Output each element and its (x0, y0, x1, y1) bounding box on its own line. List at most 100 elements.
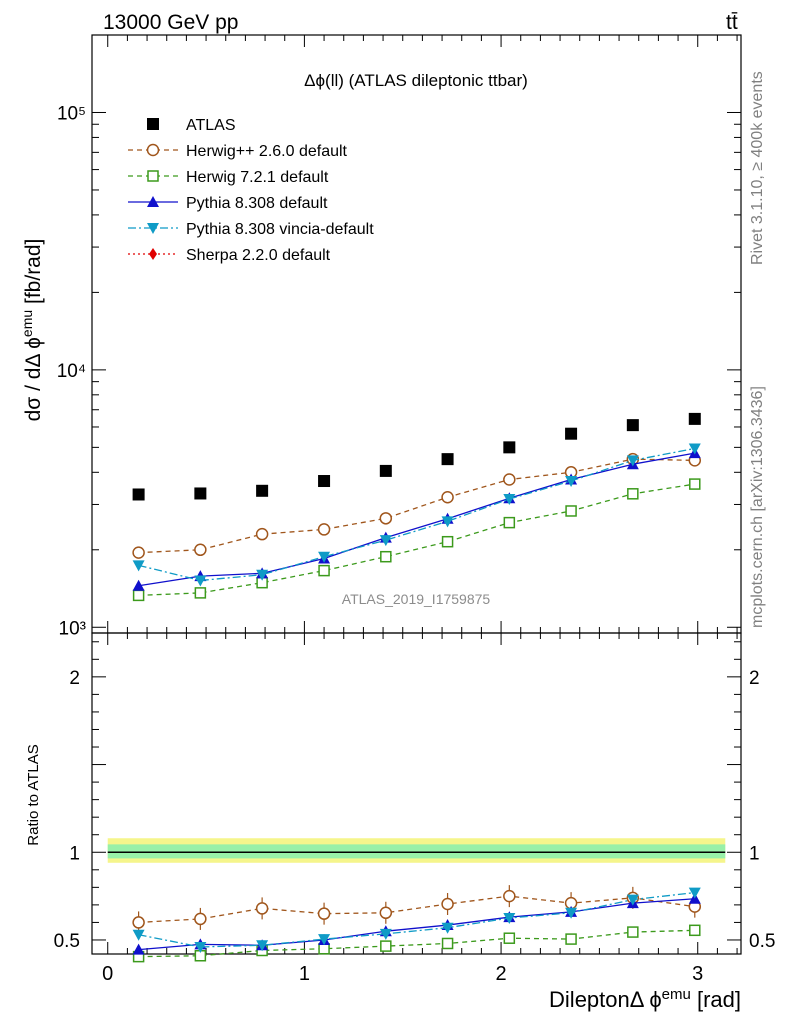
data-point-ratio (688, 887, 701, 899)
data-point-main (626, 455, 639, 467)
ratio-ylabel: Ratio to ATLAS (25, 744, 42, 845)
legend-label: Herwig 7.2.1 default (186, 169, 329, 186)
axes-layer: 10³ 10⁴ 10⁵ 0 1 2 3 0.5 0.5 1 1 2 2 (54, 34, 775, 985)
legend: ATLAS Herwig++ 2.6.0 default Herwig 7.2.1 … (128, 117, 374, 264)
data-point-main (503, 441, 516, 454)
main-y-tick-label: 10³ (59, 618, 86, 639)
data-point-ratio (379, 928, 392, 940)
x-tick-label: 2 (496, 963, 507, 985)
data-point-main (132, 589, 145, 602)
data-point-ratio (132, 916, 145, 929)
data-point-main (194, 587, 207, 599)
data-point-main (688, 443, 701, 455)
legend-marker (147, 170, 159, 182)
data-point-main (626, 419, 639, 432)
data-point-main (627, 488, 639, 500)
main-ylabel: dσ / dΔ ϕemu [fb/rad] (19, 239, 45, 422)
data-point-ratio (441, 922, 454, 934)
series-line-ratio (138, 895, 695, 924)
data-point-ratio (194, 941, 207, 953)
plot-title: Δϕ(ll) (ATLAS dileptonic ttbar) (304, 71, 528, 90)
data-point-ratio (441, 937, 454, 950)
data-point-main (318, 475, 331, 488)
data-point-main (132, 488, 145, 501)
data-point-ratio (689, 924, 701, 937)
data-point-main (441, 516, 454, 528)
x-tick-label: 1 (299, 963, 310, 985)
watermark: ATLAS_2019_I1759875 (342, 591, 491, 607)
data-point-ratio (503, 889, 516, 903)
x-tick-label: 0 (102, 963, 113, 985)
data-point-main (194, 543, 207, 557)
series-line-main (138, 452, 695, 587)
legend-marker (146, 143, 160, 157)
ratio-y-tick-label: 2 (69, 668, 80, 689)
data-point-main (132, 579, 145, 591)
data-point-ratio (132, 929, 145, 941)
ratio-y-tick-label: 0.5 (54, 931, 80, 952)
legend-marker (149, 248, 157, 260)
data-point-main (441, 490, 454, 504)
data-point-main (379, 535, 392, 547)
data-point-ratio (565, 933, 577, 945)
data-point-main (317, 523, 331, 536)
legend-marker (147, 223, 159, 234)
data-point-ratio (503, 913, 516, 925)
data-point-main (194, 487, 207, 500)
data-point-ratio (626, 894, 639, 906)
main-y-tick-label: 10⁴ (57, 361, 86, 382)
data-point-ratio (503, 932, 516, 944)
data-point-main (318, 551, 331, 563)
data-point-main (565, 505, 577, 517)
data-point-ratio (627, 926, 639, 938)
series-line-main (138, 458, 695, 554)
data-point-main (565, 427, 578, 440)
data-point-main (256, 484, 269, 497)
header-right: tt̄ (726, 11, 738, 34)
legend-label: Herwig++ 2.6.0 default (186, 143, 348, 160)
data-point-ratio (255, 902, 269, 915)
data-point-ratio (194, 912, 207, 926)
data-point-main (689, 478, 701, 490)
ratio-y-tick-label: 1 (749, 843, 760, 864)
data-point-main (565, 476, 578, 488)
data-point-ratio (565, 907, 578, 919)
data-point-main (132, 560, 145, 572)
data-point-main (256, 569, 269, 581)
series-line-ratio (138, 898, 695, 951)
legend-marker (147, 196, 159, 207)
data-point-ratio (441, 897, 454, 911)
data-point-main (132, 546, 145, 559)
ratio-y-tick-label: 1 (69, 843, 80, 864)
legend-label: Sherpa 2.2.0 default (186, 247, 331, 264)
series-line-ratio (138, 929, 695, 958)
data-point-main (379, 464, 392, 477)
series-line-main (138, 483, 695, 597)
data-point-main (255, 527, 269, 541)
data-point-ratio (256, 940, 269, 952)
legend-marker (147, 118, 159, 130)
legend-label: Pythia 8.308 vincia-default (186, 221, 374, 238)
legend-label: Pythia 8.308 default (186, 195, 328, 212)
ratio-band-layer (107, 838, 726, 863)
data-point-ratio (317, 907, 331, 920)
series-layer (132, 412, 702, 963)
data-point-main (503, 494, 516, 506)
data-point-main (441, 535, 454, 548)
data-point-ratio (132, 943, 145, 955)
data-point-ratio (380, 940, 392, 952)
legend-label: ATLAS (186, 117, 236, 134)
ratio-band-inner (107, 844, 726, 859)
data-point-main (318, 564, 330, 577)
rivet-label: Rivet 3.1.10, ≥ 400k events (749, 71, 766, 265)
data-point-main (194, 575, 207, 587)
x-tick-label: 3 (692, 963, 703, 985)
main-y-tick-label: 10⁵ (57, 103, 86, 124)
data-point-ratio (318, 942, 330, 955)
data-point-main (380, 550, 392, 563)
ratio-y-tick-label: 0.5 (749, 931, 775, 952)
data-point-main (688, 412, 701, 425)
header-left: 13000 GeV pp (103, 11, 238, 34)
mcplots-label: mcplots.cern.ch [arXiv:1306.3436] (749, 386, 766, 628)
